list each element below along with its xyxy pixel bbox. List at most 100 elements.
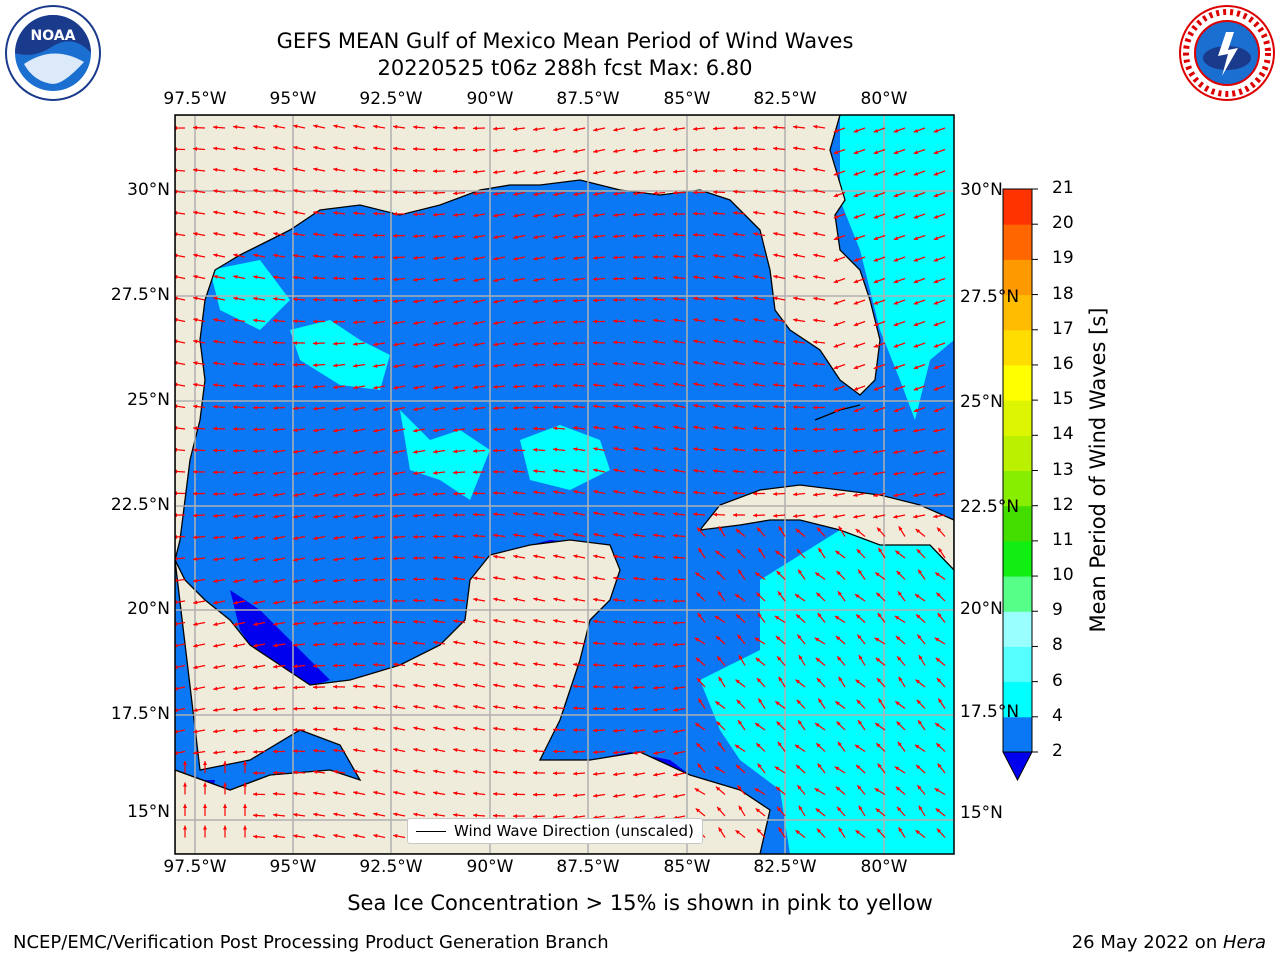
wind-arrow-head (815, 657, 821, 662)
wind-arrow-head (613, 772, 618, 777)
wind-arrow-head (433, 190, 438, 195)
wind-arrow-head (213, 339, 218, 344)
wind-arrow-head (273, 188, 278, 193)
wind-arrow-head (693, 148, 698, 153)
wind-arrow-head (413, 704, 418, 709)
wind-arrow-head (193, 274, 198, 279)
wind-arrow-head (753, 404, 758, 409)
wind-arrow-head (333, 428, 338, 433)
wind-arrow-head (913, 150, 919, 155)
lon-label: 85°W (663, 89, 711, 109)
wind-arrow-head (773, 189, 778, 194)
wind-arrow-head (353, 211, 358, 216)
wind-arrow-head (653, 425, 658, 430)
wind-arrow-head (913, 386, 919, 391)
wind-arrow-head (253, 643, 258, 648)
wind-arrow-head (673, 127, 678, 132)
wind-arrow-head (193, 232, 198, 236)
wind-arrow-head (853, 365, 859, 370)
wind-arrow-head (333, 791, 338, 796)
wind-arrow-head (935, 657, 941, 662)
wind-arrow-head (593, 641, 598, 646)
wind-arrow-head (373, 385, 378, 390)
wind-arrow-head (893, 365, 899, 370)
wind-arrow-head (873, 449, 878, 454)
wind-arrow-head (513, 448, 518, 453)
wind-arrow-head (413, 790, 418, 795)
wind-arrow-head (473, 813, 478, 818)
wind-arrow-head (753, 491, 758, 496)
wind-arrow-head (573, 662, 578, 667)
wind-arrow-head (913, 279, 919, 284)
wind-arrow-head (693, 254, 698, 259)
wind-arrow-head (855, 679, 860, 684)
wind-arrow-head (393, 790, 398, 795)
wind-arrow-head (393, 535, 398, 540)
wind-arrow-head (433, 299, 438, 304)
wind-arrow-head (837, 806, 842, 812)
wind-arrow-head (633, 382, 638, 387)
wind-arrow-head (533, 170, 538, 175)
wind-arrow-head (893, 450, 898, 455)
wind-arrow-head (273, 600, 278, 605)
wind-arrow-head (273, 362, 278, 367)
wind-arrow-head (713, 425, 718, 430)
wind-arrow-head (773, 167, 778, 172)
wind-arrow-head (333, 769, 338, 774)
wind-arrow-head (653, 276, 658, 281)
wind-arrow-head (183, 761, 187, 765)
wind-arrow-head (756, 592, 761, 597)
wind-arrow-head (453, 491, 458, 496)
wind-arrow-head (573, 319, 578, 324)
wind-arrow-head (653, 685, 658, 690)
wind-arrow-head (313, 363, 318, 368)
wind-arrow-head (453, 640, 458, 645)
wind-arrow-head (653, 729, 658, 734)
wind-arrow-head (813, 492, 818, 497)
wind-arrow-head (653, 212, 658, 217)
wind-arrow-head (833, 300, 839, 305)
wind-arrow-head (413, 277, 418, 282)
wind-arrow-head (253, 405, 258, 410)
wind-arrow-head (853, 236, 859, 241)
wind-arrow-head (713, 447, 718, 452)
lon-label: 80°W (860, 857, 908, 877)
wind-arrow-head (513, 575, 518, 580)
wind-arrow-head (213, 426, 218, 431)
wind-arrow-head (653, 233, 658, 238)
wind-arrow-head (793, 448, 798, 453)
wind-arrow-head (713, 404, 718, 408)
wind-arrow-head (493, 554, 498, 559)
wind-arrow-head (213, 318, 218, 322)
wind-arrow-head (433, 342, 438, 347)
wind-arrow-head (333, 298, 338, 303)
wind-arrow-head (793, 426, 798, 431)
wind-arrow-head (933, 150, 939, 155)
wind-arrow-head (774, 766, 780, 771)
wind-arrow-head (593, 127, 598, 132)
wind-arrow-head (473, 791, 478, 796)
wind-arrow-head (453, 769, 458, 774)
wind-arrow-head (838, 827, 843, 832)
wind-arrow-head (393, 299, 398, 304)
wind-arrow-head (773, 339, 778, 344)
wind-arrow-head (873, 514, 878, 519)
wind-arrow-head (733, 425, 738, 430)
wind-arrow-head (613, 425, 618, 430)
wind-arrow-head (453, 555, 458, 560)
wind-arrow-head (613, 554, 618, 559)
wind-arrow-head (473, 448, 478, 453)
wind-arrow-head (333, 748, 338, 753)
wind-arrow-head (313, 124, 318, 129)
wind-arrow-head (513, 299, 518, 304)
wind-arrow-head (213, 729, 218, 734)
wind-arrow-head (873, 493, 878, 498)
wind-arrow-head (933, 471, 938, 476)
wind-arrow-head (553, 320, 558, 325)
wind-arrow-head (773, 470, 778, 475)
wind-arrow-head (653, 169, 658, 174)
wind-arrow-head (873, 257, 879, 262)
wind-arrow-head (493, 321, 498, 325)
wind-arrow-head (373, 342, 378, 347)
wind-arrow-head (817, 527, 822, 532)
